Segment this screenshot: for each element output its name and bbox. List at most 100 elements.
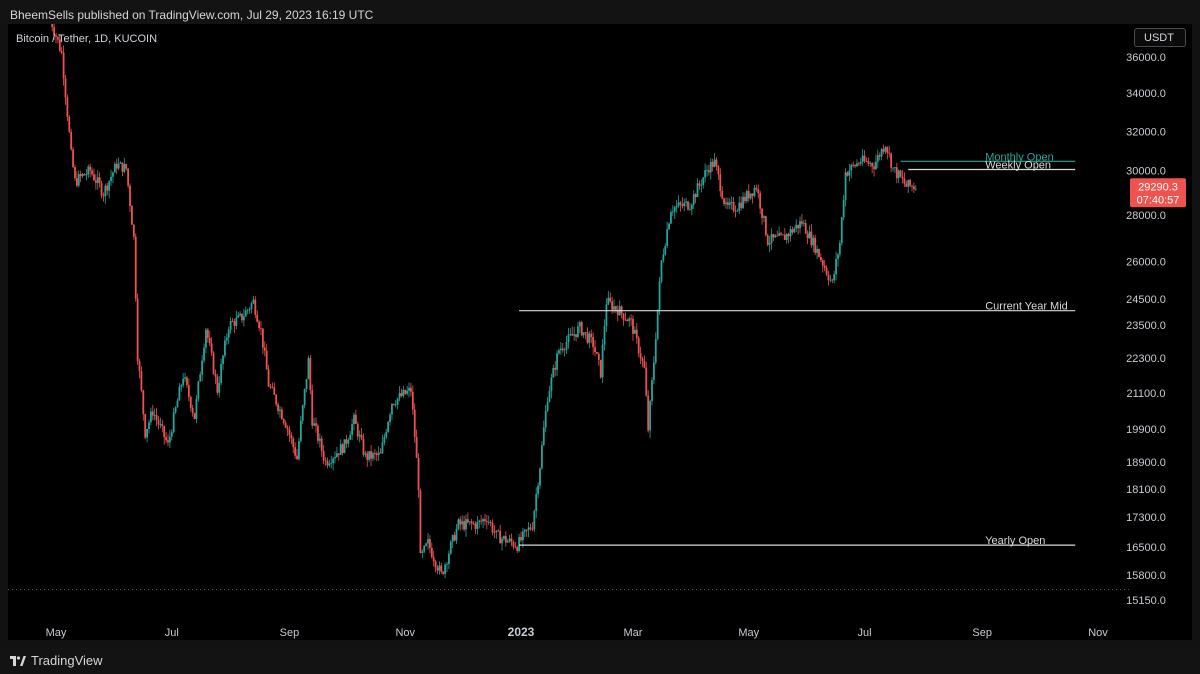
candle-body [410, 387, 412, 392]
candle-body [531, 528, 534, 530]
candle-body [214, 373, 217, 377]
candle-body [157, 419, 160, 425]
candle-body [421, 551, 424, 553]
candle-body [53, 27, 56, 36]
candle-body [835, 258, 837, 275]
candle-body [85, 174, 88, 176]
candle-body [224, 340, 226, 356]
candle-body [821, 260, 824, 266]
candle-body [861, 155, 864, 162]
candle-body [387, 422, 390, 432]
candle-body [780, 233, 782, 235]
candle-body [856, 163, 858, 167]
tradingview-logo-icon [10, 655, 26, 666]
candle-body [290, 434, 293, 439]
candle-body [768, 242, 771, 245]
candle-body [64, 78, 67, 98]
candle-body [408, 387, 410, 391]
candle-body [182, 378, 185, 386]
candle-body [875, 161, 877, 169]
candlestick-chart[interactable]: 36000.0 34000.0 32000.0 30000.0 28000.0 26000… [8, 24, 1192, 640]
price-tick-label: 26000.0 [1126, 257, 1166, 269]
candle-body [633, 329, 636, 334]
candle-body [474, 523, 477, 529]
candle-body [504, 536, 507, 543]
tradingview-brand[interactable]: TradingView [10, 653, 103, 668]
candle-body [489, 521, 492, 523]
candle-body [819, 257, 822, 261]
candle-body [827, 274, 830, 281]
candle-body [590, 333, 593, 337]
candle-body [265, 350, 268, 370]
candle-body [442, 571, 445, 574]
candle-body [210, 343, 213, 353]
candle-body [438, 565, 441, 571]
candle-body [129, 185, 131, 207]
candle-body [753, 187, 756, 196]
candle-body [715, 159, 718, 167]
candle-body [664, 245, 667, 255]
candle-body [241, 313, 243, 321]
candle-body [643, 360, 646, 368]
price-tick-label: 24500.0 [1126, 294, 1166, 306]
candle-body [455, 528, 458, 541]
candle-body [702, 177, 705, 186]
time-tick-label: May [738, 627, 759, 639]
candle-body [62, 52, 65, 79]
candle-body [195, 398, 198, 419]
candle-body [698, 183, 701, 186]
candle-body [620, 306, 623, 314]
chart-area[interactable]: 36000.0 34000.0 32000.0 30000.0 28000.0 26000… [8, 24, 1192, 640]
candle-body [320, 438, 323, 451]
candle-body [203, 347, 205, 361]
candle-body [571, 334, 574, 336]
candle-body [138, 361, 141, 372]
candle-body [258, 321, 260, 329]
time-tick-label: May [46, 627, 67, 639]
candle-body [808, 231, 811, 239]
candle-body [842, 199, 845, 218]
candle-body [721, 191, 724, 199]
candle-body [514, 546, 517, 548]
candle-body [522, 531, 524, 541]
candle-body [506, 541, 509, 543]
candle-body [337, 453, 340, 455]
candle-body [622, 313, 625, 320]
candle-body [81, 174, 84, 177]
price-tick-label: 17300.0 [1126, 512, 1166, 524]
candle-body [252, 299, 255, 304]
candle-body [558, 350, 560, 354]
candle-body [683, 202, 686, 207]
candle-body [542, 427, 545, 446]
candle-body [658, 281, 661, 310]
candle-body [286, 427, 289, 430]
candle-body [687, 201, 689, 210]
level-label: Current Year Mid [985, 301, 1068, 313]
currency-button[interactable]: USDT [1134, 28, 1186, 47]
candle-body [89, 166, 92, 171]
candle-body [284, 422, 287, 428]
candle-body [334, 456, 336, 459]
candle-body [656, 309, 659, 340]
candle-body [791, 229, 794, 233]
candle-body [330, 463, 333, 464]
candle-body [745, 190, 748, 202]
level-label: Monthly Open [985, 151, 1053, 163]
candle-body [309, 358, 312, 391]
candle-body [512, 542, 515, 547]
candle-body [607, 297, 610, 305]
candle-body [370, 451, 372, 459]
candle-body [347, 439, 350, 444]
candle-body [865, 160, 868, 162]
candle-body [66, 97, 69, 117]
candle-body [470, 521, 473, 524]
candle-body [671, 211, 674, 213]
candle-body [626, 319, 629, 322]
symbol-title[interactable]: Bitcoin / Tether, 1D, KUCOIN [16, 33, 158, 45]
candle-body [79, 173, 82, 177]
candle-body [362, 438, 365, 455]
candle-body [267, 369, 270, 387]
candle-body [345, 439, 348, 444]
candle-body [689, 209, 691, 211]
candle-body [343, 439, 346, 454]
